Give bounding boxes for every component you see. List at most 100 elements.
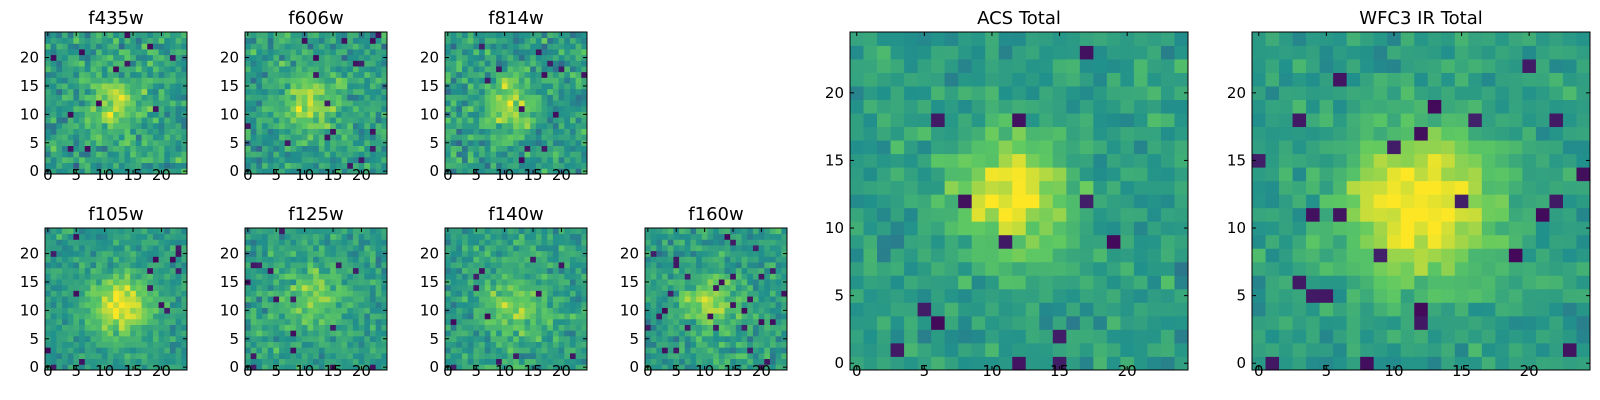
heatmap-cell xyxy=(107,151,114,158)
heatmap-cell xyxy=(863,329,878,344)
heatmap-cell xyxy=(347,43,354,50)
heatmap-cell xyxy=(507,77,514,84)
heatmap-cell xyxy=(547,162,554,169)
axes-frame xyxy=(849,31,1189,371)
heatmap-cell xyxy=(1160,72,1175,87)
heatmap-cell xyxy=(1174,72,1189,87)
heatmap-cell xyxy=(358,318,365,325)
heatmap-cell xyxy=(296,168,303,175)
heatmap-cell xyxy=(118,122,125,129)
heatmap-cell xyxy=(181,122,188,129)
heatmap-cell xyxy=(301,250,308,257)
heatmap-cell xyxy=(541,49,548,56)
heatmap-cell xyxy=(50,128,57,135)
heatmap-cell xyxy=(369,352,377,360)
heatmap-cell xyxy=(917,86,932,100)
heatmap-cell xyxy=(250,105,257,112)
heatmap-cell xyxy=(931,261,946,276)
heatmap-cell xyxy=(1373,113,1388,128)
heatmap-cell xyxy=(564,151,571,158)
heatmap-cell xyxy=(352,284,359,291)
heatmap-cell xyxy=(518,77,525,84)
heatmap-cell xyxy=(496,290,503,297)
heatmap-cell xyxy=(313,168,320,175)
heatmap-cell xyxy=(1522,275,1537,290)
heatmap-cell xyxy=(381,66,388,73)
heatmap-cell xyxy=(1012,329,1027,344)
heatmap-cell xyxy=(1025,261,1040,276)
x-tick-label: 20 xyxy=(1520,362,1539,380)
heatmap-cell xyxy=(318,94,325,101)
heatmap-cell xyxy=(341,296,348,303)
heatmap-cell xyxy=(1066,221,1081,236)
heatmap-cell xyxy=(575,307,582,314)
heatmap-cell xyxy=(944,234,959,249)
heatmap-cell xyxy=(501,122,508,129)
heatmap-cell xyxy=(890,72,905,87)
heatmap-cell xyxy=(1468,140,1483,155)
heatmap-cell xyxy=(507,37,514,44)
heatmap-cell xyxy=(141,233,148,240)
heatmap-cell xyxy=(581,347,588,354)
heatmap-cell xyxy=(552,49,559,56)
heatmap-cell xyxy=(1292,288,1307,303)
heatmap-cell xyxy=(547,83,554,90)
heatmap-cell xyxy=(175,94,182,101)
heatmap-cell xyxy=(284,117,291,124)
heatmap-cell xyxy=(467,94,474,101)
heatmap-cell xyxy=(313,245,320,252)
heatmap-cell xyxy=(1252,288,1266,303)
heatmap-cell xyxy=(450,100,457,107)
heatmap-cell xyxy=(62,43,69,50)
heatmap-cell xyxy=(113,341,120,348)
heatmap-cell xyxy=(152,358,159,365)
heatmap-cell xyxy=(369,139,377,146)
heatmap-cell xyxy=(347,71,354,78)
heatmap-cell xyxy=(1106,342,1121,357)
heatmap-cell xyxy=(541,290,548,297)
heatmap-cell xyxy=(284,105,291,112)
heatmap-cell xyxy=(575,168,582,175)
heatmap-cell xyxy=(45,341,52,348)
heatmap-cell xyxy=(267,105,274,112)
heatmap-cell xyxy=(273,71,280,78)
heatmap-cell xyxy=(530,358,537,365)
heatmap-cell xyxy=(944,72,959,87)
heatmap-cell xyxy=(890,86,905,100)
heatmap-cell xyxy=(541,100,548,107)
heatmap-cell xyxy=(507,105,514,112)
heatmap-cell xyxy=(90,347,97,354)
heatmap-cell xyxy=(375,330,382,337)
heatmap-cell xyxy=(96,145,103,152)
heatmap-cell xyxy=(50,352,57,360)
heatmap-cell xyxy=(250,168,257,175)
heatmap-cell xyxy=(352,250,359,257)
heatmap-cell xyxy=(513,122,520,129)
heatmap-cell xyxy=(158,122,165,129)
heatmap-cell xyxy=(107,111,114,118)
heatmap-cell xyxy=(575,296,582,303)
heatmap-cell xyxy=(169,313,177,320)
heatmap-cell xyxy=(1039,302,1054,317)
heatmap-cell xyxy=(558,66,565,73)
heatmap-cell xyxy=(262,262,269,269)
heatmap-cell xyxy=(341,77,348,84)
heatmap-cell xyxy=(456,49,463,56)
heatmap-cell xyxy=(958,45,973,60)
heatmap-cell xyxy=(175,250,182,257)
heatmap-cell xyxy=(1279,288,1293,303)
heatmap-cell xyxy=(147,162,154,169)
heatmap-cell xyxy=(164,168,171,175)
heatmap-cell xyxy=(1306,356,1320,371)
heatmap-cell xyxy=(118,358,125,365)
heatmap-cell xyxy=(467,307,474,314)
heatmap-cell xyxy=(50,307,57,314)
heatmap-cell xyxy=(958,99,973,114)
heatmap-cell xyxy=(164,301,171,308)
heatmap-cell xyxy=(369,128,377,135)
heatmap-cell xyxy=(375,279,382,286)
heatmap-cell xyxy=(1373,342,1388,357)
heatmap-cell xyxy=(1120,194,1135,209)
heatmap-cell xyxy=(79,228,86,235)
heatmap-cell xyxy=(318,347,325,354)
